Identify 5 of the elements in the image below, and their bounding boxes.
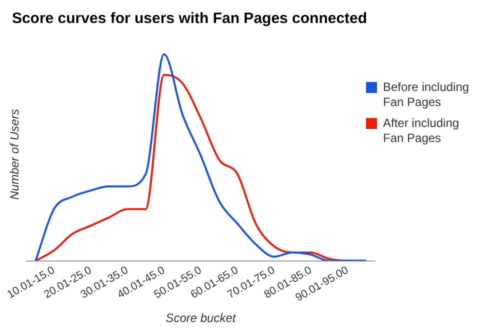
chart-title: Score curves for users with Fan Pages connected <box>12 10 368 28</box>
legend-label: After including Fan Pages <box>383 116 460 146</box>
legend-label: Before including Fan Pages <box>383 80 470 110</box>
x-axis-title: Score bucket <box>166 311 236 326</box>
y-axis-title: Number of Users <box>8 109 22 200</box>
